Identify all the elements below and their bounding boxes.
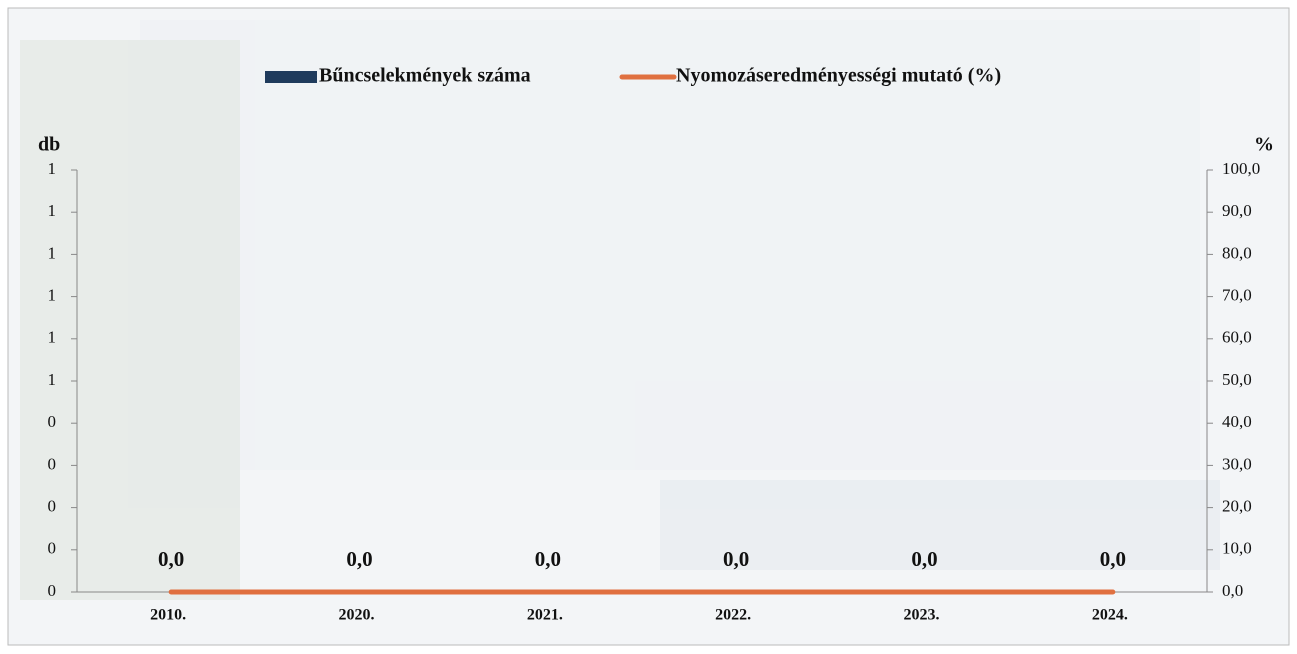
y-tick-label: 1 (48, 328, 57, 347)
y-tick-label: 1 (48, 201, 57, 220)
data-label: 0,0 (346, 547, 372, 571)
data-label: 0,0 (723, 547, 749, 571)
legend-label: Bűncselekmények száma (319, 65, 531, 87)
y-axis-title: db (38, 134, 60, 156)
data-label: 0,0 (1100, 547, 1126, 571)
y2-tick-label: 20,0 (1222, 497, 1252, 516)
y-tick-label: 0 (48, 454, 57, 473)
x-tick-label: 2010. (150, 607, 186, 624)
x-tick-label: 2024. (1092, 607, 1128, 624)
y-tick-label: 0 (48, 412, 57, 431)
y2-tick-label: 90,0 (1222, 201, 1252, 220)
data-label: 0,0 (911, 547, 937, 571)
data-label: 0,0 (158, 547, 184, 571)
data-label: 0,0 (535, 547, 561, 571)
legend-swatch (265, 71, 317, 83)
y-tick-label: 1 (48, 370, 57, 389)
x-tick-label: 2020. (339, 607, 375, 624)
y2-tick-label: 60,0 (1222, 328, 1252, 347)
chart: db % 000001111110,010,020,030,040,050,06… (0, 0, 1297, 654)
y2-axis-title: % (1254, 134, 1274, 156)
x-tick-label: 2022. (715, 607, 751, 624)
y-tick-label: 0 (48, 539, 57, 558)
y2-tick-label: 50,0 (1222, 370, 1252, 389)
y2-tick-label: 80,0 (1222, 243, 1252, 262)
y-tick-label: 1 (48, 243, 57, 262)
y2-tick-label: 30,0 (1222, 454, 1252, 473)
y-tick-label: 0 (48, 581, 57, 600)
legend-label: Nyomozáseredményességi mutató (%) (676, 65, 1001, 87)
y2-tick-label: 70,0 (1222, 286, 1252, 305)
y2-tick-label: 0,0 (1222, 581, 1243, 600)
y2-tick-label: 40,0 (1222, 412, 1252, 431)
y-tick-label: 0 (48, 497, 57, 516)
x-tick-label: 2023. (904, 607, 940, 624)
y2-tick-label: 10,0 (1222, 539, 1252, 558)
x-tick-label: 2021. (527, 607, 563, 624)
y2-tick-label: 100,0 (1222, 159, 1260, 178)
y-tick-label: 1 (48, 286, 57, 305)
y-tick-label: 1 (48, 159, 57, 178)
